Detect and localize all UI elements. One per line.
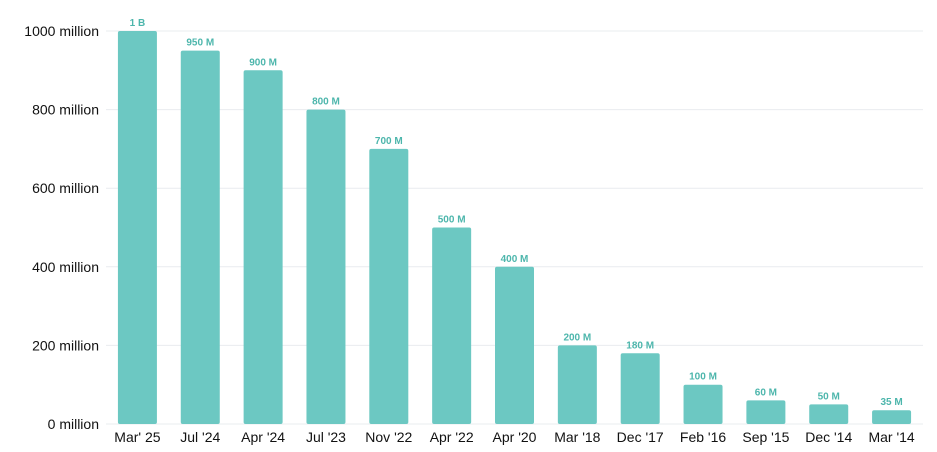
y-tick-label: 1000 million	[24, 23, 99, 39]
bar[interactable]	[369, 148, 409, 424]
x-tick-label: Mar' 25	[114, 429, 160, 445]
labels-layer: 1 B 950 M 900 M 800 M 700 M 500 M 400 M 200 M 18…	[130, 18, 903, 408]
bar[interactable]	[180, 50, 220, 425]
bars-layer	[117, 31, 912, 425]
bar[interactable]	[432, 227, 472, 425]
data-label: 700 M	[375, 136, 403, 147]
bar[interactable]	[683, 384, 723, 424]
data-label: 50 M	[818, 391, 840, 402]
x-tick-label: Apr '20	[493, 429, 537, 445]
data-label: 60 M	[755, 387, 777, 398]
data-label: 500 M	[438, 215, 466, 226]
data-label: 950 M	[186, 38, 214, 49]
x-tick-label: Apr '24	[241, 429, 285, 445]
x-tick-label: Dec '14	[805, 429, 852, 445]
x-tick-label: Jul '24	[180, 429, 220, 445]
x-tick-label: Sep '15	[742, 429, 789, 445]
x-tick-label: Apr '22	[430, 429, 474, 445]
x-tick-label: Jul '23	[306, 429, 346, 445]
y-tick-label: 400 million	[32, 259, 99, 275]
axis-layer: 0 million 200 million 400 million 600 milli…	[24, 23, 915, 445]
bar[interactable]	[746, 400, 786, 424]
data-label: 400 M	[501, 254, 529, 265]
bar[interactable]	[620, 353, 660, 424]
data-label: 200 M	[563, 332, 591, 343]
y-tick-label: 200 million	[32, 337, 99, 353]
bar[interactable]	[243, 70, 283, 425]
x-tick-label: Nov '22	[365, 429, 412, 445]
data-label: 35 M	[880, 397, 902, 408]
bar[interactable]	[557, 345, 597, 424]
data-label: 100 M	[689, 372, 717, 383]
x-tick-label: Feb '16	[680, 429, 726, 445]
x-tick-label: Mar '18	[554, 429, 600, 445]
bar[interactable]	[872, 410, 912, 424]
bar[interactable]	[306, 109, 346, 424]
data-label: 900 M	[249, 57, 277, 68]
y-tick-label: 0 million	[48, 416, 99, 432]
bar[interactable]	[117, 31, 157, 424]
data-label: 180 M	[626, 340, 654, 351]
y-tick-label: 600 million	[32, 180, 99, 196]
bar[interactable]	[495, 266, 534, 424]
x-tick-label: Dec '17	[617, 429, 664, 445]
y-tick-label: 800 million	[32, 102, 99, 118]
x-tick-label: Mar '14	[868, 429, 914, 445]
bar[interactable]	[809, 404, 849, 424]
data-label: 800 M	[312, 97, 340, 108]
data-label: 1 B	[130, 18, 146, 29]
